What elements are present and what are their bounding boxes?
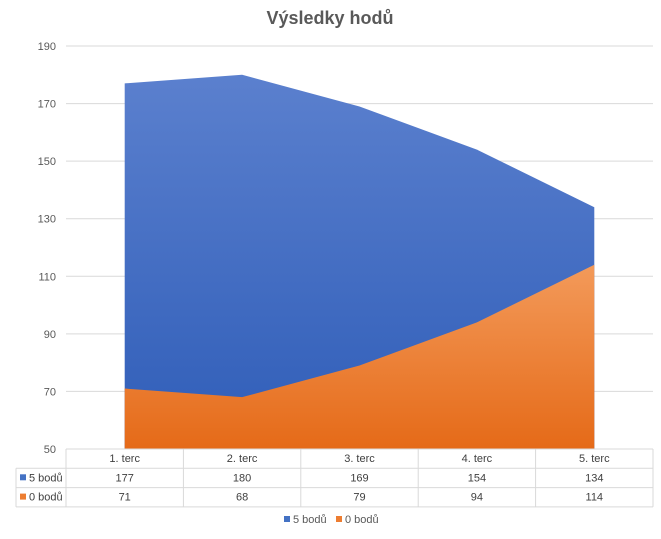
y-tick-label: 150 — [38, 156, 56, 168]
y-tick-label: 190 — [38, 41, 56, 53]
y-tick-label: 70 — [44, 386, 56, 398]
table-series-label: 5 bodů — [29, 472, 63, 484]
legend-entry: 0 bodů — [345, 514, 379, 526]
area-series-zero-points — [124, 264, 595, 449]
y-tick-label: 110 — [38, 271, 56, 283]
data-table: 1. terc 2. terc 3. terc 4. terc 5. terc 5 bod… — [15, 448, 654, 508]
table-value: 169 — [350, 472, 368, 484]
table-category-label: 1. terc — [109, 453, 140, 465]
y-tick-label: 50 — [44, 444, 56, 456]
table-value: 114 — [586, 492, 604, 504]
table-category-label: 4. terc — [462, 453, 493, 465]
legend-key — [284, 516, 290, 522]
y-axis: 50 70 90 110 130 150 170 190 — [38, 41, 56, 456]
table-category-label: 2. terc — [227, 453, 258, 465]
legend-entry: 5 bodů — [293, 514, 327, 526]
table-series-label: 0 bodů — [29, 492, 63, 504]
table-value: 79 — [353, 492, 365, 504]
table-category-label: 3. terc — [344, 453, 375, 465]
table-value: 177 — [116, 472, 134, 484]
y-tick-label: 90 — [44, 329, 56, 341]
table-value: 154 — [468, 472, 486, 484]
table-value: 68 — [236, 492, 248, 504]
table-legend-key — [20, 474, 26, 481]
table-value: 134 — [585, 472, 603, 484]
chart-title: Výsledky hodů — [266, 8, 393, 28]
plot-area — [124, 74, 595, 450]
table-value: 94 — [471, 492, 483, 504]
y-tick-label: 130 — [38, 214, 56, 226]
legend-key — [336, 516, 342, 522]
table-value: 71 — [119, 492, 131, 504]
table-value: 180 — [233, 472, 251, 484]
table-category-label: 5. terc — [579, 453, 610, 465]
table-legend-key — [20, 493, 26, 500]
y-tick-label: 170 — [38, 99, 56, 111]
legend: 5 bodů 0 bodů — [284, 514, 379, 526]
